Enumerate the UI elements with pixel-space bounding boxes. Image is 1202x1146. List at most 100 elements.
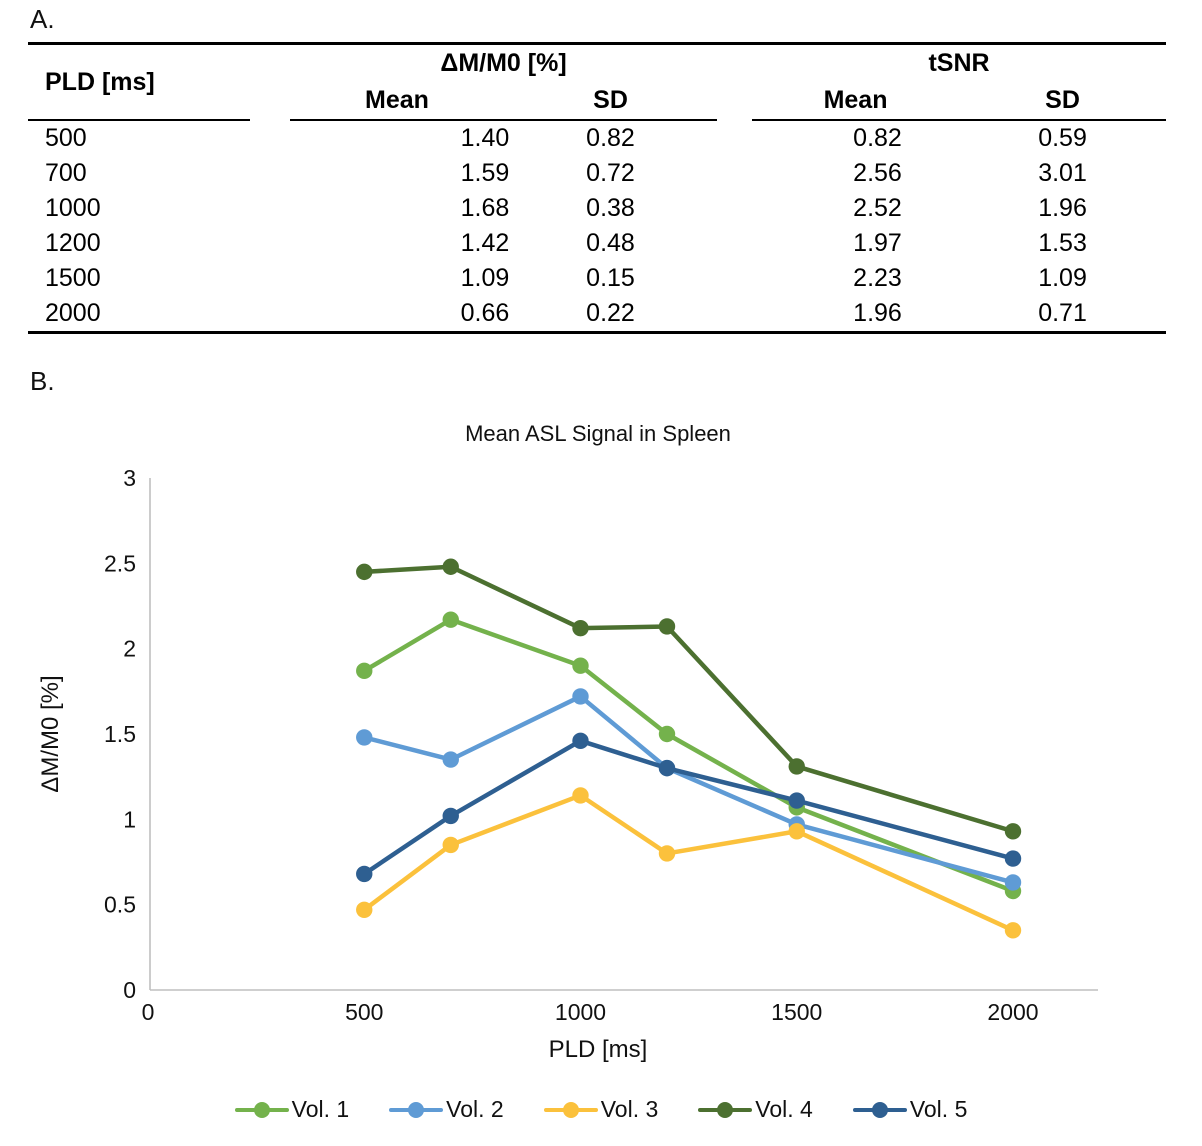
table-cell: 1.53 — [1038, 229, 1087, 257]
x-tick-label: 1500 — [771, 999, 822, 1025]
column-gap — [717, 45, 752, 120]
data-point-marker — [442, 558, 459, 575]
data-point-marker — [1004, 823, 1022, 840]
column-gap — [250, 296, 290, 331]
dm-m0-group-header: ΔM/M0 [%] — [440, 49, 567, 77]
tsnr-sd-header: SD — [959, 82, 1167, 121]
table-cell: 1.59 — [460, 159, 510, 187]
y-tick-label: 1.5 — [104, 721, 136, 747]
data-point-marker — [572, 787, 589, 804]
data-point-marker — [356, 865, 373, 883]
data-point-marker — [356, 901, 373, 918]
column-gap — [250, 226, 290, 261]
table-cell: 0.82 — [853, 124, 902, 152]
tsnr-group-header: tSNR — [928, 49, 990, 77]
table-cell: 2.56 — [853, 159, 902, 187]
legend-marker-icon — [852, 1101, 907, 1118]
table-cell: 0.59 — [1038, 124, 1087, 152]
table-cell: 0.48 — [586, 229, 635, 257]
series-line — [362, 617, 1016, 894]
series-line — [362, 564, 1016, 834]
data-point-marker — [658, 845, 676, 862]
data-point-marker — [572, 619, 589, 637]
y-tick-label: 1 — [123, 806, 136, 832]
data-point-marker — [442, 751, 459, 768]
table-cell: 1000 — [45, 194, 101, 222]
x-tick-label: 0 — [142, 999, 155, 1025]
chart-title: Mean ASL Signal in Spleen — [465, 421, 731, 446]
column-gap — [717, 156, 752, 191]
table-cell: 2.23 — [853, 264, 902, 292]
table-cell: 0.72 — [586, 159, 635, 187]
column-gap — [250, 120, 290, 156]
legend-label: Vol. 3 — [600, 1096, 659, 1122]
table-cell: 0.38 — [586, 194, 635, 222]
table-cell: 0.82 — [586, 124, 635, 152]
data-point-marker — [658, 618, 676, 635]
table-cell: 2000 — [45, 299, 101, 327]
asl-line-chart: Mean ASL Signal in Spleen 0 0.5 1 1.5 2 2.5 3 0 5… — [37, 421, 1098, 1063]
legend-item: Vol. 3 — [543, 1096, 659, 1123]
tsnr-mean-header: Mean — [752, 82, 960, 121]
table-cell: 1.96 — [853, 299, 902, 327]
table-cell: 0.66 — [460, 299, 510, 327]
x-tick-label: 1000 — [555, 999, 606, 1025]
data-point-marker — [788, 758, 805, 775]
series-line — [362, 694, 1016, 885]
table-cell: 1500 — [45, 264, 101, 292]
chart-legend: Vol. 1 Vol. 2 Vol. 3 Vol. 4 Vol. 5 — [0, 1096, 1202, 1123]
table-cell: 0.22 — [586, 299, 635, 327]
data-point-marker — [788, 823, 805, 840]
data-point-marker — [572, 657, 589, 674]
table-row: 700 1.59 0.72 2.56 3.01 — [28, 156, 1166, 191]
y-tick-label: 0 — [123, 977, 136, 1003]
column-gap — [717, 120, 752, 156]
legend-marker-icon — [234, 1101, 289, 1118]
table-cell: 1.68 — [460, 194, 510, 222]
data-point-marker — [442, 611, 459, 628]
data-point-marker — [658, 759, 676, 777]
x-tick-label: 2000 — [987, 999, 1038, 1025]
column-gap — [250, 191, 290, 226]
x-tick-label: 500 — [345, 999, 383, 1025]
y-tick-label: 0.5 — [104, 892, 136, 918]
table-cell: 700 — [45, 159, 87, 187]
legend-marker-icon — [698, 1101, 753, 1118]
table-cell: 2.52 — [853, 194, 902, 222]
y-axis-title: ΔM/M0 [%] — [37, 675, 64, 792]
table-cell: 1.09 — [1038, 264, 1087, 292]
table-cell: 0.71 — [1038, 299, 1087, 327]
table-row: 2000 0.66 0.22 1.96 0.71 — [28, 296, 1166, 331]
data-point-marker — [788, 792, 805, 809]
results-table: PLD [ms] ΔM/M0 [%] tSNR Mean SD Mean SD … — [28, 42, 1167, 334]
column-gap — [717, 191, 752, 226]
table-cell: 1200 — [45, 229, 101, 257]
pld-column-header: PLD [ms] — [28, 45, 250, 121]
y-tick-label: 3 — [123, 465, 136, 491]
data-point-marker — [356, 662, 373, 680]
column-gap — [717, 261, 752, 296]
data-point-marker — [356, 729, 373, 746]
data-point-marker — [658, 725, 676, 743]
column-gap — [717, 226, 752, 261]
table-cell: 1.97 — [853, 229, 902, 257]
column-gap — [250, 261, 290, 296]
legend-item: Vol. 5 — [852, 1096, 968, 1123]
table-row: 1000 1.68 0.38 2.52 1.96 — [28, 191, 1166, 226]
panel-a-label: A. — [30, 4, 55, 34]
legend-marker-icon — [543, 1101, 598, 1118]
legend-item: Vol. 4 — [698, 1096, 813, 1123]
series-line — [362, 793, 1016, 933]
legend-label: Vol. 5 — [909, 1096, 968, 1122]
data-point-marker — [356, 563, 373, 581]
table-cell: 500 — [45, 124, 87, 152]
table-cell: 0.15 — [586, 264, 635, 292]
data-point-marker — [442, 807, 459, 825]
data-point-marker — [572, 688, 589, 705]
x-axis-title: PLD [ms] — [549, 1036, 648, 1063]
table-cell: 3.01 — [1038, 159, 1087, 187]
table-cell: 1.96 — [1038, 194, 1087, 222]
column-gap — [250, 45, 290, 120]
legend-item: Vol. 1 — [234, 1096, 349, 1123]
